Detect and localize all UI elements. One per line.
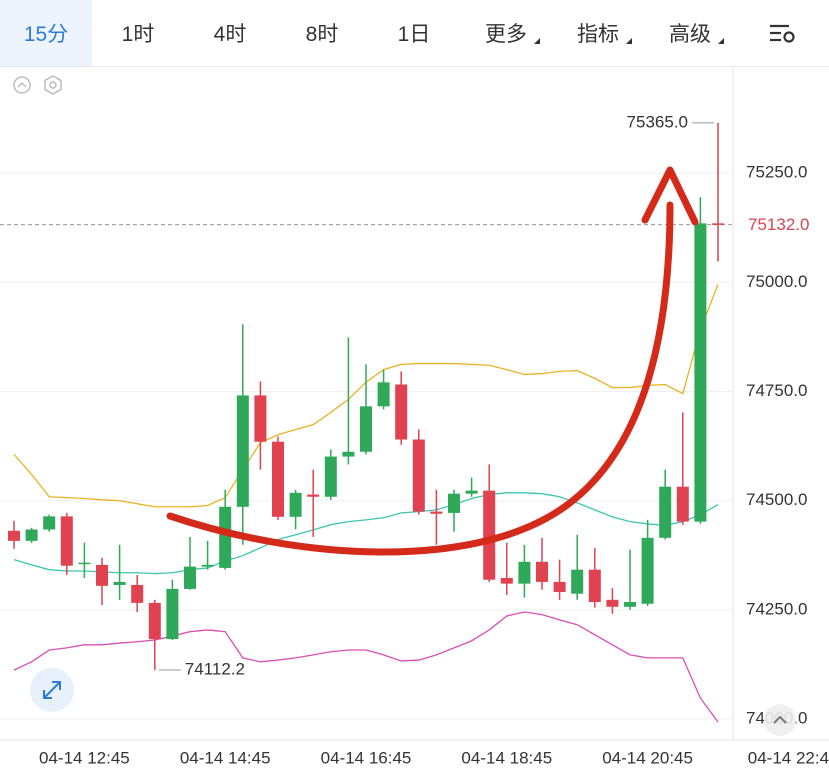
arrow-head [641, 166, 699, 226]
candle-body [289, 492, 302, 517]
candle-body [588, 569, 601, 602]
candle-body [148, 602, 161, 640]
candle-body [254, 395, 267, 442]
candle-body [113, 581, 126, 585]
candle-body [236, 395, 249, 507]
candle-body [412, 439, 425, 512]
back-button[interactable] [764, 704, 796, 736]
candle-body [131, 584, 144, 603]
candle-body [201, 564, 214, 567]
y-tick-label: 74250.0 [746, 599, 807, 618]
tab-text: 更多 [485, 23, 527, 46]
candle-body [606, 599, 619, 607]
candle-body [272, 441, 284, 517]
candle-body [78, 562, 91, 565]
dropdown-mark [534, 38, 540, 44]
x-tick-label: 04-14 22:4 [748, 748, 829, 767]
dropdown-mark [626, 38, 632, 44]
max-label: 75365.0 [627, 112, 688, 131]
tab-text: 指标 [577, 23, 619, 46]
tab[interactable]: 15分 [0, 0, 92, 66]
candle-body [571, 569, 584, 594]
band-line [13, 492, 719, 575]
candle-body [307, 494, 320, 497]
candle-body [166, 588, 179, 640]
arrow-annotation [166, 201, 674, 556]
tab[interactable]: 1时 [121, 23, 155, 46]
tab[interactable]: 指标 [552, 0, 644, 66]
candle-body [694, 223, 707, 522]
tab[interactable]: 高级 [644, 0, 736, 66]
candle-body [553, 581, 566, 592]
tab[interactable]: 1日 [397, 23, 431, 46]
x-tick-label: 04-14 12:45 [39, 748, 130, 767]
candle-body [43, 516, 56, 530]
candle-body [712, 223, 724, 225]
candle-body [360, 406, 372, 452]
candle-body [342, 451, 355, 457]
candle-body [184, 566, 196, 589]
tab[interactable]: 4时 [213, 23, 247, 46]
x-tick-label: 04-14 18:45 [461, 748, 552, 767]
settings-icon [770, 24, 795, 43]
settings-button[interactable] [736, 0, 828, 66]
min-label: 74112.2 [185, 660, 245, 679]
candle-body [659, 486, 672, 538]
last-price-label: 75132.0 [748, 215, 809, 234]
candle-body [324, 456, 337, 497]
candle-body [430, 511, 443, 514]
candle-body [465, 490, 478, 494]
band-line [13, 611, 719, 723]
candle-body [500, 577, 513, 584]
candle-body [395, 384, 408, 440]
tab[interactable]: 更多 [460, 0, 552, 66]
y-tick-label: 74750.0 [746, 381, 807, 400]
tab-bar: 15分 1时 4时 8时 1日 更多 指标 高级 [0, 0, 829, 67]
tab-text: 高级 [669, 23, 711, 46]
candle-body [60, 516, 73, 566]
candle-body [676, 486, 689, 522]
y-tick-label: 74500.0 [746, 490, 807, 509]
x-tick-label: 04-14 16:45 [321, 748, 412, 767]
candle-body [624, 601, 636, 607]
candle-body [96, 564, 108, 586]
x-tick-label: 04-14 14:45 [180, 748, 271, 767]
candle-body [25, 529, 38, 541]
x-tick-label: 04-14 20:45 [602, 748, 693, 767]
candle-body [219, 506, 232, 568]
toolbar-icons [13, 75, 62, 95]
candle-body [483, 490, 496, 580]
dropdown-mark [718, 38, 724, 44]
candle-body [536, 561, 548, 582]
tab[interactable]: 8时 [305, 23, 339, 46]
candle-body [377, 382, 390, 407]
expand-button[interactable] [30, 668, 74, 712]
candle-body [518, 561, 531, 584]
y-tick-label: 75000.0 [746, 272, 807, 291]
candle-body [8, 530, 20, 541]
candle-body [641, 537, 654, 604]
candle-body [448, 493, 460, 513]
y-tick-label: 75250.0 [746, 163, 807, 182]
